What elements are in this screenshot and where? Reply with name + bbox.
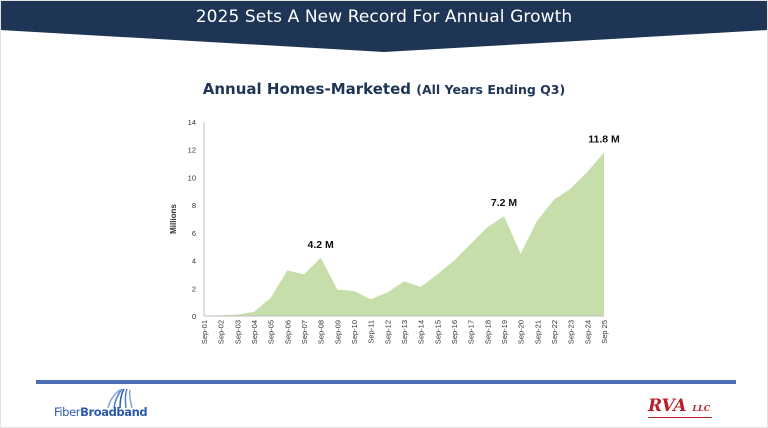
chart-title: Annual Homes-Marketed (All Years Ending … [0, 80, 768, 98]
chart-title-main: Annual Homes-Marketed [202, 80, 411, 98]
x-tick-label: Sep-06 [283, 320, 292, 344]
x-tick-label: Sep-04 [250, 320, 259, 344]
x-tick-label: Sep-24 [583, 320, 592, 344]
x-tick-label: Sep-12 [383, 320, 392, 344]
data-label: 4.2 M [308, 239, 335, 251]
fiber-broadband-logo: FiberBroadband [54, 388, 164, 422]
y-axis-label: Millions [169, 204, 178, 234]
x-tick-label: Sep-20 [517, 320, 526, 344]
x-tick-label: Sep-07 [300, 320, 309, 344]
x-tick-label: Sep-13 [400, 320, 409, 344]
x-tick-label: Sep-14 [417, 320, 426, 344]
y-tick-label: 10 [188, 173, 196, 182]
footer-divider [36, 380, 736, 384]
x-tick-label: Sep-21 [533, 320, 542, 344]
x-tick-label: Sep-01 [200, 320, 209, 344]
rva-underline [648, 417, 712, 418]
x-tick-label: Sep-18 [483, 320, 492, 344]
x-tick-label: Sep-09 [333, 320, 342, 344]
rva-logo: RVA LLC [648, 396, 738, 424]
y-tick-label: 14 [188, 118, 196, 127]
x-tick-label: Sep-19 [500, 320, 509, 344]
x-tick-label: Sep-11 [367, 320, 376, 344]
data-label: 11.8 M [588, 133, 620, 145]
x-tick-label: Sep-15 [433, 320, 442, 344]
y-tick-label: 0 [192, 312, 196, 321]
x-tick-label: Sep-17 [467, 320, 476, 344]
x-tick-label: Sep-22 [550, 320, 559, 344]
x-tick-label: Sep-03 [233, 320, 242, 344]
y-tick-label: 6 [192, 229, 196, 238]
y-tick-label: 12 [188, 146, 196, 155]
y-tick-label: 8 [192, 201, 196, 210]
rva-wordmark: RVA LLC [648, 396, 711, 416]
banner-title: 2025 Sets A New Record For Annual Growth [195, 7, 573, 27]
area-series [204, 152, 604, 316]
y-tick-label: 2 [192, 284, 196, 293]
x-tick-label: Sep-10 [350, 320, 359, 344]
fiber-strands-icon [107, 388, 133, 408]
x-tick-label: Sep-02 [217, 320, 226, 344]
title-banner [0, 0, 768, 52]
x-tick-label: Sep-23 [567, 320, 576, 344]
x-tick-label: Sep-16 [450, 320, 459, 344]
chart-title-sub: (All Years Ending Q3) [416, 82, 566, 97]
x-tick-label: Sep-05 [267, 320, 276, 344]
y-tick-label: 4 [192, 257, 196, 266]
data-label: 7.2 M [491, 197, 518, 209]
x-tick-label: Sep 25 [600, 320, 609, 344]
area-chart: 0 2 4 6 8 10 12 14 Millions Sep-01 Sep-02 Sep-03 Sep… [169, 118, 620, 344]
fiber-broadband-wordmark: FiberBroadband [54, 405, 148, 419]
x-tick-label: Sep-08 [317, 320, 326, 344]
